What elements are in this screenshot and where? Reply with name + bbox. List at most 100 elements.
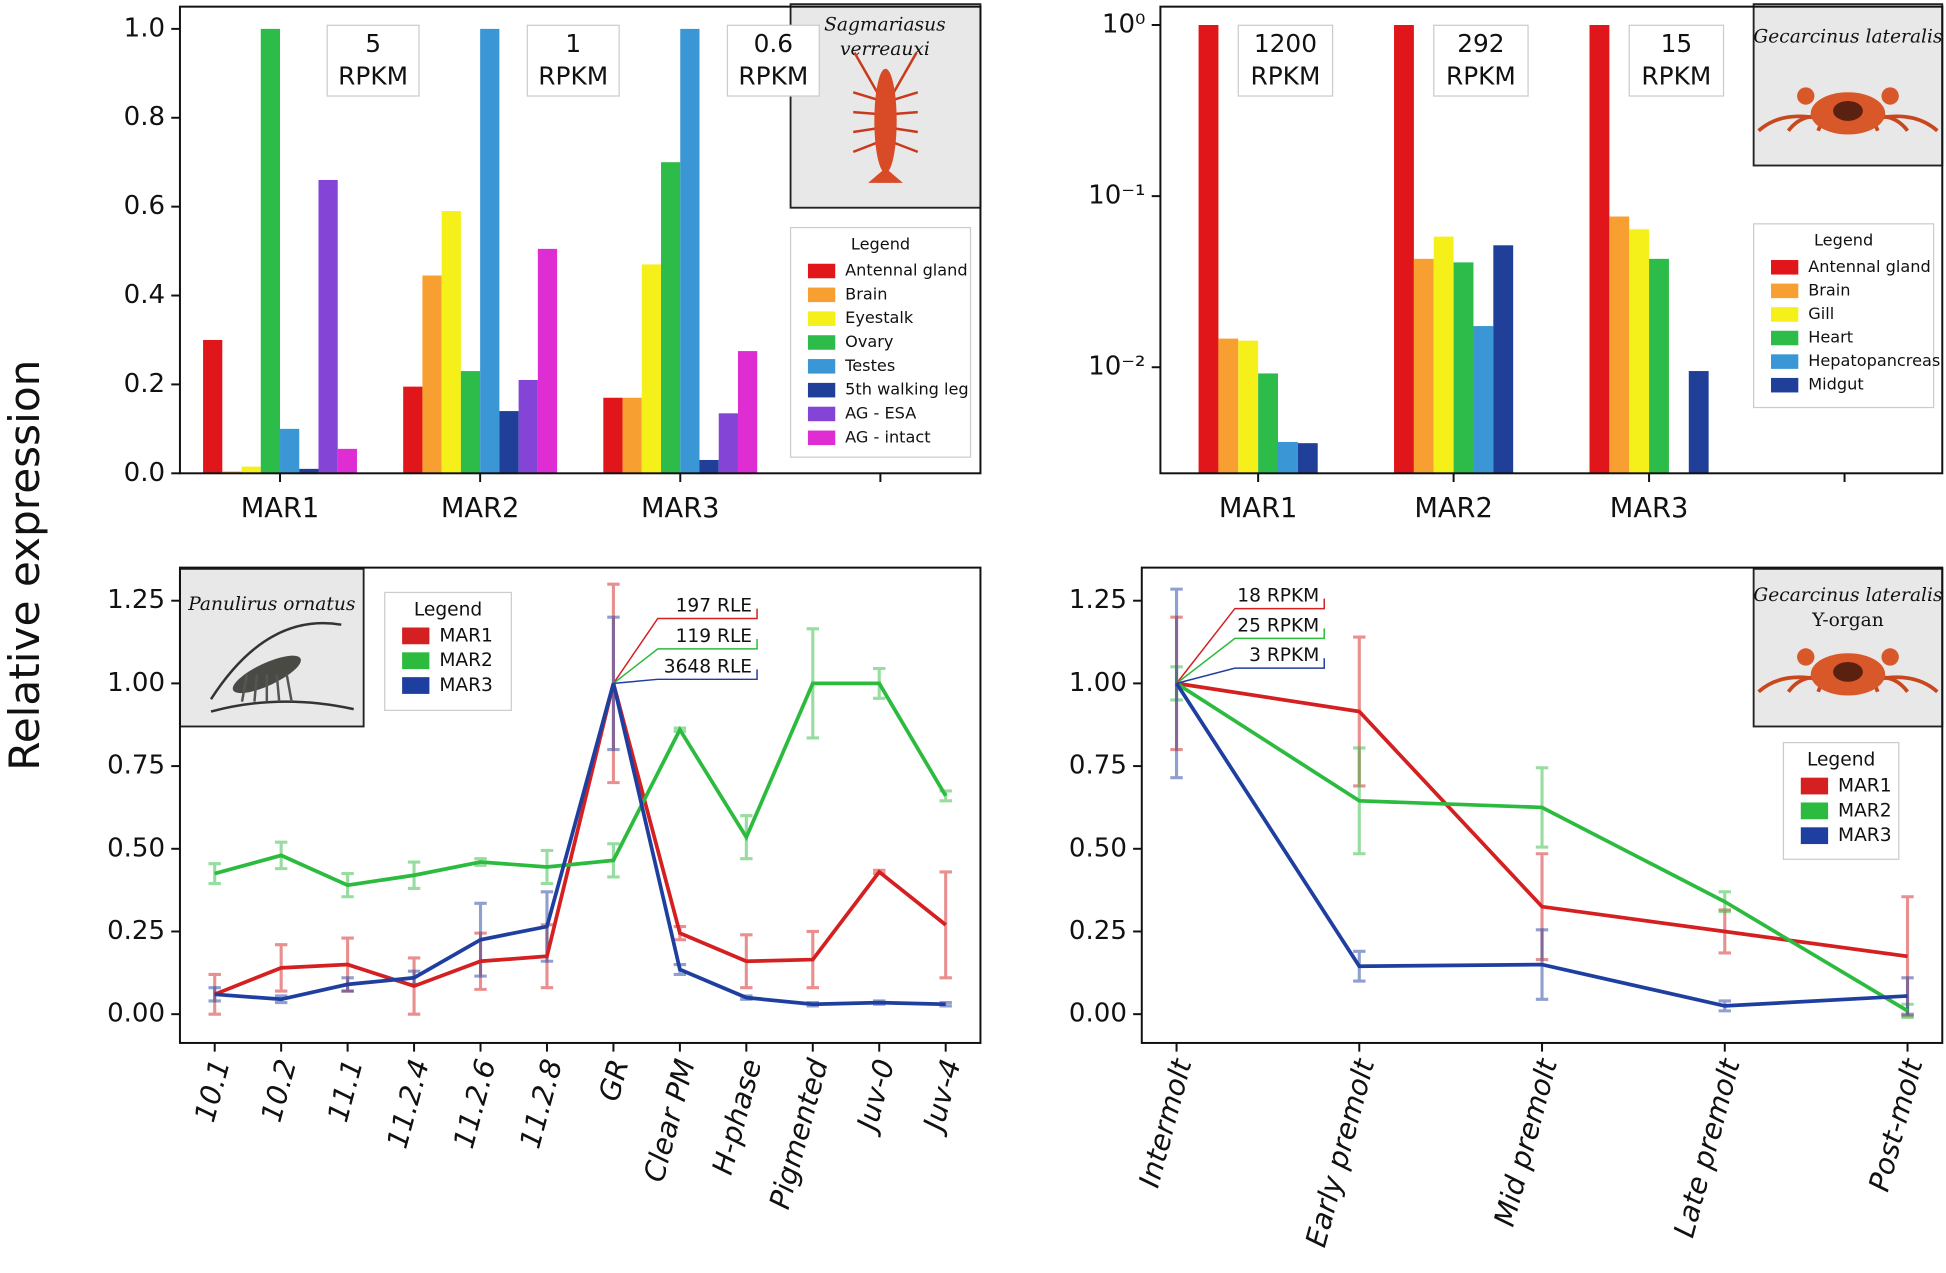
illustration	[1833, 100, 1863, 121]
x-tick-label: 11.1	[321, 1056, 369, 1126]
legend-label: Midgut	[1808, 375, 1863, 394]
legend-label: Brain	[845, 284, 887, 303]
legend-swatch	[807, 406, 836, 422]
legend-swatch	[807, 263, 836, 279]
bar	[480, 28, 500, 474]
legend-label: Heart	[1808, 328, 1853, 347]
annotation: RPKM	[738, 61, 808, 90]
annotation: RPKM	[338, 61, 408, 90]
illustration	[253, 674, 259, 702]
legend-title: Legend	[414, 599, 482, 620]
y-tick-label: 0.00	[107, 999, 165, 1029]
x-tick-label: Early premolt	[1299, 1054, 1381, 1251]
legend-title: Legend	[1814, 231, 1873, 250]
bar	[699, 459, 719, 474]
annotation: 5	[365, 29, 381, 58]
legend-label: Ovary	[845, 332, 894, 351]
legend-label: MAR3	[439, 675, 493, 696]
annotation-leader	[613, 669, 758, 685]
x-tick-label: Pigmented	[763, 1055, 835, 1213]
annotation: 0.6	[754, 29, 793, 58]
plot-frame	[178, 566, 982, 1044]
illustration	[874, 68, 897, 173]
bar	[422, 275, 442, 474]
legend-label: MAR1	[439, 625, 493, 646]
legend-swatch	[1771, 354, 1799, 369]
annotation: 25 RPKM	[1237, 615, 1319, 636]
legend-swatch	[1771, 330, 1799, 346]
legend-swatch	[402, 652, 430, 670]
legend-swatch	[1771, 377, 1799, 393]
annotation-box	[1237, 24, 1334, 97]
legend-swatch	[1800, 827, 1829, 845]
bar	[661, 162, 681, 474]
bar	[1453, 262, 1474, 474]
bar	[518, 379, 538, 474]
line	[1175, 681, 1909, 1013]
x-tick-label: Clear PM	[637, 1056, 701, 1186]
species-name: Sagmariasus	[824, 14, 946, 35]
line	[214, 681, 948, 888]
bar	[537, 248, 558, 474]
illustration	[868, 167, 903, 183]
bar	[403, 386, 423, 474]
bar	[1609, 216, 1630, 474]
legend-label: Testes	[844, 356, 895, 375]
legend-label: MAR1	[1838, 776, 1892, 797]
x-tick-label: 11.2.8	[514, 1056, 569, 1152]
legend-label: Antennal gland	[1808, 257, 1930, 276]
y-tick-label: 1.25	[1069, 585, 1127, 615]
illustration	[1881, 87, 1899, 105]
legend-label: Hepatopancreas	[1808, 351, 1940, 370]
legend-swatch	[1800, 802, 1829, 820]
bar	[299, 468, 319, 474]
bar	[641, 264, 662, 474]
annotation-box	[326, 24, 420, 97]
bar	[441, 211, 461, 474]
plot-frame	[178, 5, 982, 475]
annotation: 1200	[1254, 29, 1317, 58]
y-tick-label: 0.6	[124, 191, 165, 221]
annotation-box	[1628, 24, 1725, 97]
annotation: 15	[1661, 29, 1693, 58]
legend-title: Legend	[851, 234, 910, 253]
annotation: 119 RLE	[676, 626, 753, 647]
bar	[1413, 258, 1434, 474]
x-tick-label: Juv-4	[916, 1056, 968, 1139]
species-name: Y-organ	[1811, 610, 1884, 631]
species-name: Gecarcinus lateralis	[1753, 585, 1942, 606]
species-box	[179, 567, 365, 728]
legend-swatch	[807, 359, 836, 374]
y-tick-label: 0.8	[124, 102, 165, 132]
y-tick-label: 1.00	[1069, 668, 1127, 698]
annotation: 3648 RLE	[664, 656, 752, 677]
annotation: 292	[1457, 29, 1504, 58]
plot-frame	[1159, 5, 1944, 475]
bar	[1589, 25, 1610, 474]
bar	[1493, 245, 1514, 474]
species-name: Panulirus ornatus	[187, 594, 355, 615]
y-tick-label: 10⁻¹	[1088, 181, 1145, 211]
line	[214, 682, 946, 1007]
legend-swatch	[1771, 260, 1799, 275]
bar	[1473, 326, 1494, 474]
bar	[460, 371, 481, 474]
annotation: RPKM	[1446, 61, 1516, 90]
bar	[1433, 236, 1454, 474]
bar	[1258, 373, 1278, 474]
annotation-leader	[1176, 658, 1325, 685]
annotation-box	[726, 24, 820, 97]
legend-label: 5th walking leg	[845, 380, 969, 399]
annotation: RPKM	[1250, 61, 1320, 90]
error-bar	[1901, 976, 1914, 1016]
bar	[680, 28, 700, 474]
legend-label: MAR3	[1838, 825, 1892, 846]
x-tick-label: Juv-0	[849, 1056, 901, 1139]
bar	[1277, 441, 1298, 474]
x-tick-label: H-phase	[706, 1056, 768, 1178]
legend-swatch	[1771, 307, 1799, 322]
legend-swatch	[1800, 777, 1829, 795]
legend-swatch	[402, 627, 430, 645]
x-tick-label: Late premolt	[1667, 1054, 1747, 1241]
species-name: Gecarcinus lateralis	[1753, 27, 1942, 48]
